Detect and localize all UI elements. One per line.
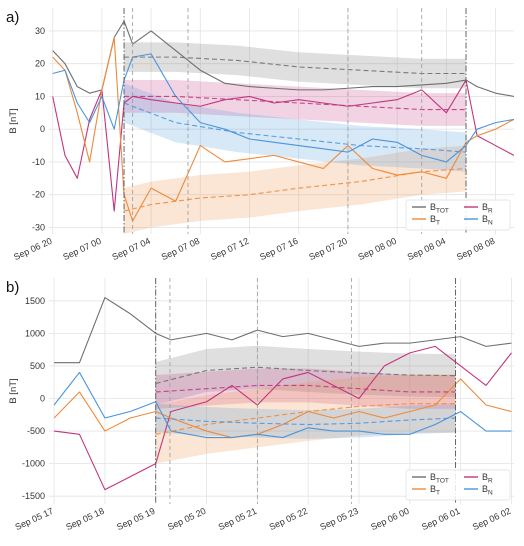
y-tick-label: 1000 <box>25 328 45 338</box>
x-tick-label: Sep 08 04 <box>406 236 447 262</box>
legend-label-t: BT <box>430 214 440 227</box>
x-tick-label: Sep 05 18 <box>64 506 105 532</box>
x-tick-label: Sep 06 20 <box>12 236 53 262</box>
y-tick-label: -20 <box>32 190 45 200</box>
model-line-t <box>155 403 456 435</box>
legend-subscript: T <box>436 490 440 497</box>
y-tick-label: 20 <box>35 59 45 69</box>
y-tick-label: 0 <box>40 393 45 403</box>
legend-subscript: TOT <box>436 208 449 215</box>
legend-symbol: B <box>482 214 488 224</box>
x-tick-label: Sep 07 00 <box>61 236 102 262</box>
legend-box <box>405 199 511 231</box>
y-tick-label: -10 <box>32 157 45 167</box>
x-tick-label: Sep 06 02 <box>471 506 512 532</box>
panel-label: a) <box>6 9 19 26</box>
y-tick-label: -1500 <box>22 491 45 501</box>
legend-subscript: N <box>488 220 493 227</box>
legend-label-n: BN <box>482 214 493 227</box>
legend-label-tot: BTOT <box>430 472 449 485</box>
plot-area <box>53 278 512 504</box>
x-tick-label: Sep 08 00 <box>357 236 398 262</box>
y-axis-label: B [nT] <box>8 108 19 133</box>
x-tick-label: Sep 08 08 <box>455 236 496 262</box>
series-line-t <box>52 36 514 222</box>
legend-symbol: B <box>482 202 488 212</box>
model-band-n <box>124 83 467 172</box>
x-tick-label: Sep 05 20 <box>166 506 207 532</box>
model-band-n <box>155 403 456 439</box>
x-tick-label: Sep 05 22 <box>268 506 309 532</box>
y-tick-label: 500 <box>30 361 45 371</box>
x-tick-label: Sep 05 21 <box>217 506 258 532</box>
legend-subscript: TOT <box>436 478 449 485</box>
y-axis-label: B [nT] <box>8 378 19 403</box>
model-line-n <box>155 417 456 426</box>
legend-symbol: B <box>430 202 436 212</box>
legend-subscript: N <box>488 490 493 497</box>
legend-label-r: BR <box>482 202 493 215</box>
x-tick-label: Sep 05 19 <box>115 506 156 532</box>
model-line-t <box>123 167 467 212</box>
legend-label-r: BR <box>482 472 493 485</box>
plot-area <box>52 8 514 234</box>
x-tick-label: Sep 05 23 <box>318 506 359 532</box>
legend-subscript: R <box>488 208 493 215</box>
model-band-t <box>155 374 456 464</box>
y-tick-label: -1000 <box>22 459 45 469</box>
x-tick-label: Sep 07 20 <box>307 236 348 262</box>
model-line-tot <box>155 366 456 385</box>
x-tick-label: Sep 07 16 <box>258 236 299 262</box>
y-tick-label: 10 <box>35 91 45 101</box>
model-band-tot <box>124 42 467 89</box>
y-tick-label: 0 <box>40 124 45 134</box>
legend-subscript: R <box>488 478 493 485</box>
y-tick-label: 30 <box>35 26 45 36</box>
panel-a: a) -30 -20 -10 0 10 20 30 B [nT] Sep 06 20 Sep 07 … <box>6 8 514 262</box>
y-tick-label: -30 <box>32 222 45 232</box>
y-tick-label: -500 <box>27 426 45 436</box>
model-line-r <box>155 384 456 393</box>
legend-label-t: BT <box>430 484 440 497</box>
series-line-n <box>52 53 514 163</box>
x-tick-label: Sep 06 00 <box>369 506 410 532</box>
legend-symbol: B <box>482 472 488 482</box>
legend-symbol: B <box>482 484 488 494</box>
model-band-r <box>155 368 456 409</box>
legend-subscript: T <box>436 220 440 227</box>
panel-label: b) <box>6 279 19 296</box>
model-band-t <box>124 145 467 234</box>
legend-label-n: BN <box>482 484 493 497</box>
legend-symbol: B <box>430 214 436 224</box>
x-tick-label: Sep 07 04 <box>111 236 152 262</box>
series-line-n <box>53 371 512 439</box>
x-tick-label: Sep 06 01 <box>420 506 461 532</box>
panel-b: b) -1500 -1000 -500 0 500 1000 1500 B [nT] Sep 05… <box>6 278 514 532</box>
model-line-n <box>123 102 467 153</box>
series-line-r <box>54 345 512 491</box>
legend-label-tot: BTOT <box>430 202 449 215</box>
legend-symbol: B <box>430 484 436 494</box>
legend-box <box>405 469 511 501</box>
x-tick-label: Sep 07 08 <box>160 236 201 262</box>
x-tick-label: Sep 05 17 <box>13 506 54 532</box>
series-line-tot <box>54 296 512 364</box>
x-tick-label: Sep 07 12 <box>209 236 250 262</box>
legend-symbol: B <box>430 472 436 482</box>
series-line-t <box>53 378 512 439</box>
y-tick-label: 1500 <box>25 296 45 306</box>
